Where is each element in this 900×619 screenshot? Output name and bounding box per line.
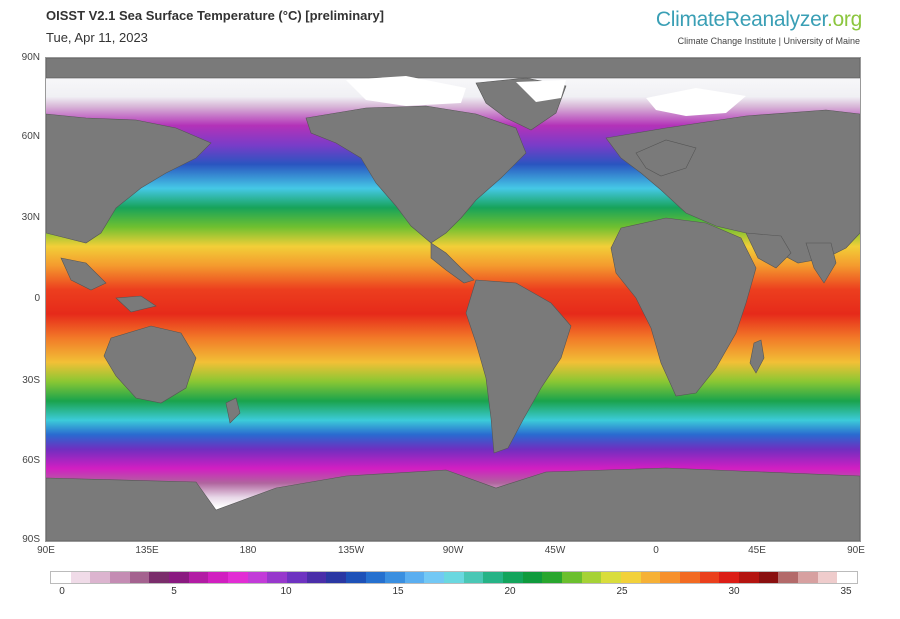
north-america [305, 105, 527, 244]
colorbar-swatch [797, 572, 818, 583]
colorbar-swatch [247, 572, 268, 583]
colorbar-tick-10: 10 [280, 586, 292, 597]
sea-ice [346, 76, 746, 116]
colorbar-swatch [738, 572, 759, 583]
colorbar-tick-15: 15 [392, 586, 404, 597]
colorbar-swatch [208, 572, 228, 583]
africa [610, 217, 757, 397]
colorbar-swatch [109, 572, 130, 583]
colorbar-tick-5: 5 [171, 586, 177, 597]
colorbar-swatch [778, 572, 798, 583]
europe [635, 139, 697, 177]
colorbar-swatch [758, 572, 779, 583]
colorbar-tick-20: 20 [504, 586, 516, 597]
colorbar-swatch [483, 572, 504, 583]
lat-label-90s: 90S [22, 534, 40, 545]
lat-label-90n: 90N [21, 52, 40, 63]
colorbar-swatch [188, 572, 209, 583]
colorbar-tick-30: 30 [728, 586, 740, 597]
colorbar-swatch [621, 572, 641, 583]
central-america [430, 242, 475, 284]
map-date: Tue, Apr 11, 2023 [46, 30, 148, 45]
barents-ice [646, 88, 746, 116]
map-title: OISST V2.1 Sea Surface Temperature (°C) … [46, 8, 385, 23]
arctic-edge [46, 58, 860, 79]
lon-label-90w: 90W [442, 545, 464, 556]
madagascar [749, 339, 765, 374]
colorbar-swatch [404, 572, 425, 583]
australia [103, 325, 197, 404]
colorbar-swatch [837, 572, 857, 583]
land-masses [46, 58, 860, 541]
lat-label-60s: 60S [22, 455, 40, 466]
colorbar-swatch [444, 572, 464, 583]
new-guinea [115, 295, 157, 313]
colorbar-tick-25: 25 [616, 586, 628, 597]
colorbar-swatch [168, 572, 189, 583]
lon-label-135w: 135W [337, 545, 365, 556]
lat-label-60n: 60N [21, 131, 40, 142]
colorbar-swatch [227, 572, 248, 583]
temperature-colorbar [50, 571, 858, 584]
colorbar-swatch [149, 572, 169, 583]
lat-label-30n: 30N [21, 212, 40, 223]
lon-label-0: 0 [653, 545, 659, 556]
colorbar-swatch [542, 572, 563, 583]
south-america [465, 279, 572, 454]
lat-label-30s: 30S [22, 375, 40, 386]
colorbar-swatch [129, 572, 150, 583]
colorbar-swatch [581, 572, 602, 583]
colorbar-swatch [90, 572, 110, 583]
colorbar-swatch [385, 572, 405, 583]
brand-suffix: .org [827, 8, 862, 31]
sst-map [45, 57, 861, 542]
lon-label-45e: 45E [748, 545, 766, 556]
colorbar-swatch [699, 572, 720, 583]
colorbar-swatch [719, 572, 739, 583]
colorbar-swatch [51, 572, 71, 583]
colorbar-swatch [326, 572, 346, 583]
colorbar-swatch [503, 572, 523, 583]
east-asia [46, 113, 212, 244]
colorbar-swatch [601, 572, 622, 583]
colorbar-swatch [345, 572, 366, 583]
sst-map-canvas [46, 58, 860, 541]
colorbar-tick-35: 35 [840, 586, 852, 597]
brand-logo[interactable]: ClimateReanalyzer.org [656, 8, 862, 32]
brand-name: ClimateReanalyzer [655, 8, 827, 31]
colorbar-swatch [424, 572, 445, 583]
colorbar-swatch [267, 572, 287, 583]
southeast-asia [60, 257, 107, 291]
institute-credit: Climate Change Institute | University of… [677, 36, 860, 46]
colorbar-swatch [660, 572, 680, 583]
lon-label-90e-right: 90E [847, 545, 865, 556]
lon-label-135e: 135E [135, 545, 159, 556]
colorbar-tick-0: 0 [59, 586, 65, 597]
new-zealand [225, 397, 241, 424]
antarctica [46, 467, 860, 541]
colorbar-swatch [365, 572, 386, 583]
india [805, 242, 837, 284]
colorbar-swatch [817, 572, 838, 583]
colorbar-swatch [70, 572, 91, 583]
arabia [745, 232, 792, 269]
colorbar-swatch [522, 572, 543, 583]
colorbar-swatch [463, 572, 484, 583]
lon-label-90e-left: 90E [37, 545, 55, 556]
colorbar-swatch [640, 572, 661, 583]
colorbar-swatch [286, 572, 307, 583]
colorbar-swatch [680, 572, 700, 583]
colorbar-swatch [562, 572, 582, 583]
arctic-ice [346, 76, 466, 106]
baffin-ice [516, 80, 566, 102]
lon-label-45w: 45W [544, 545, 566, 556]
colorbar-swatch [306, 572, 327, 583]
lat-label-0: 0 [34, 293, 40, 304]
lon-label-180: 180 [239, 545, 257, 556]
